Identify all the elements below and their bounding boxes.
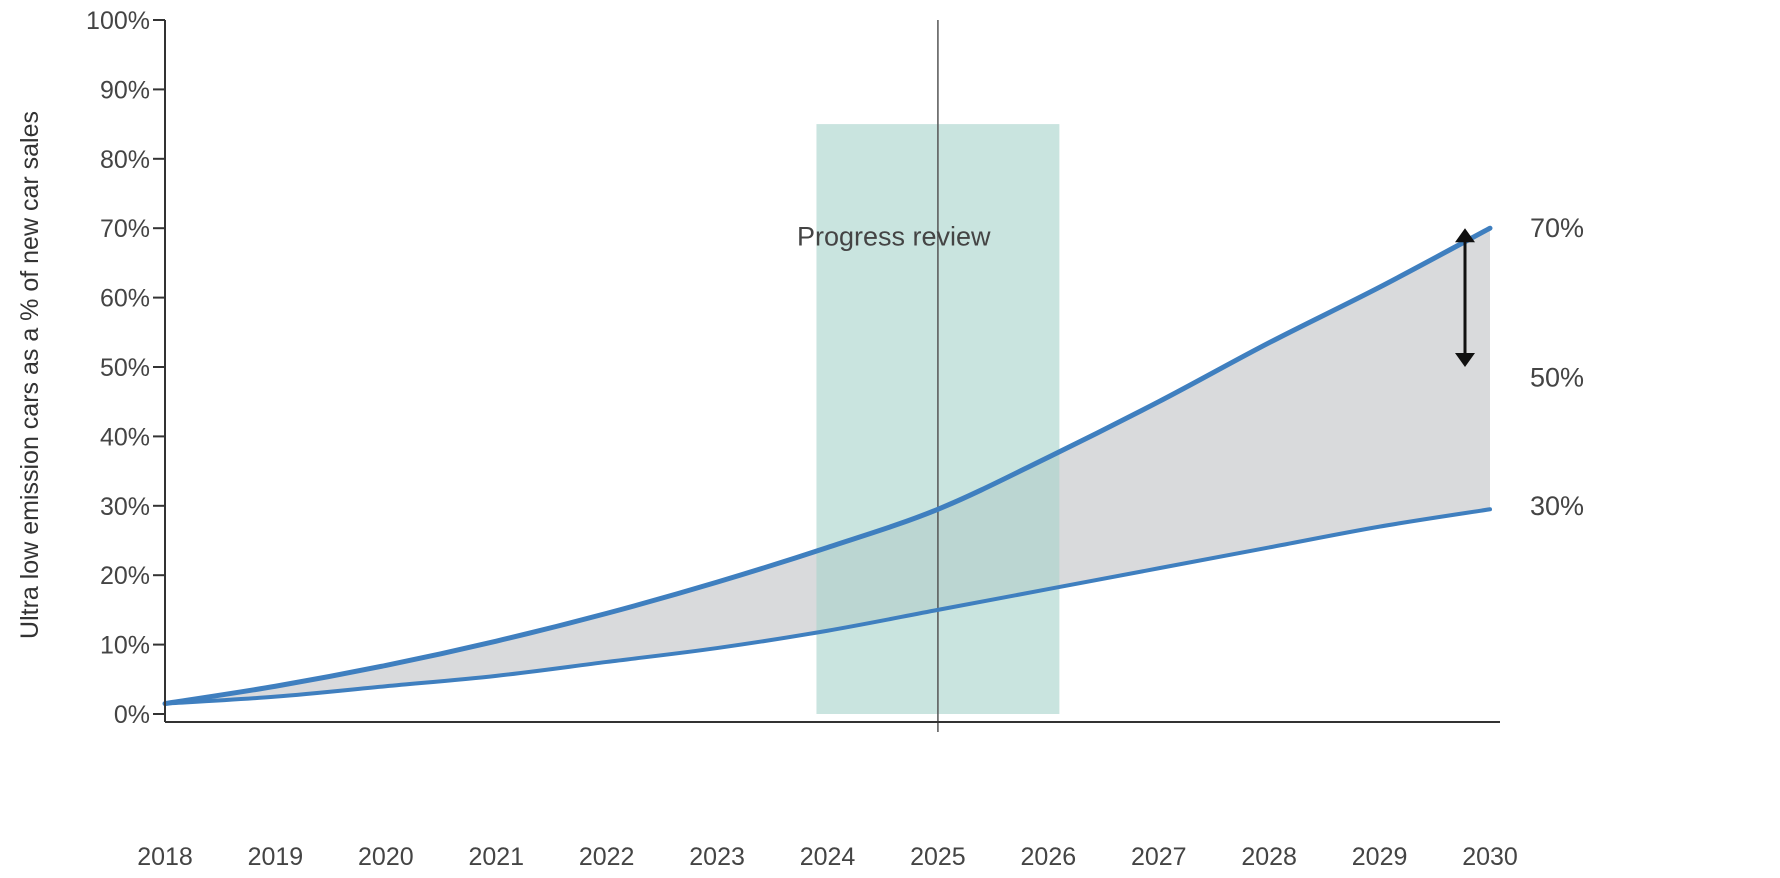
highlight-band-layer xyxy=(816,20,1060,732)
range-arrow-head-down xyxy=(1455,353,1475,367)
x-tick-label: 2026 xyxy=(1021,843,1077,871)
axes xyxy=(153,19,1500,723)
x-tick-label: 2024 xyxy=(800,843,856,871)
y-tick-label: 30% xyxy=(100,493,150,521)
y-tick-label: 100% xyxy=(86,7,150,35)
y-tick-label: 10% xyxy=(100,632,150,660)
x-tick-label: 2020 xyxy=(358,843,414,871)
x-tick-label: 2028 xyxy=(1241,843,1297,871)
x-tick-label: 2029 xyxy=(1352,843,1408,871)
x-tick-label: 2023 xyxy=(689,843,745,871)
y-tick-label: 40% xyxy=(100,423,150,451)
range-arrow-head-up xyxy=(1455,228,1475,243)
y-axis-title: Ultra low emission cars as a % of new ca… xyxy=(16,111,44,639)
y-tick-label: 50% xyxy=(100,354,150,382)
y-tick-label: 60% xyxy=(100,285,150,313)
x-tick-label: 2021 xyxy=(468,843,524,871)
labels: 0% 10% 20% 30% 40% 50% 60% 70% 80% 90% 100% 2018 201… xyxy=(86,7,1518,871)
x-tick-label: 2018 xyxy=(137,843,193,871)
series-line-upper xyxy=(162,225,1493,707)
x-tick-label: 2022 xyxy=(579,843,635,871)
x-tick-label: 2019 xyxy=(248,843,304,871)
y-tick-label: 80% xyxy=(100,146,150,174)
end-label-70: 70% xyxy=(1530,213,1584,243)
y-tick-label: 20% xyxy=(100,562,150,590)
x-tick-label: 2030 xyxy=(1462,843,1518,871)
y-tick-label: 70% xyxy=(100,215,150,243)
x-tick-label: 2027 xyxy=(1131,843,1187,871)
end-label-30: 30% xyxy=(1530,491,1584,521)
x-tick-label: 2025 xyxy=(910,843,966,871)
progress-review-label: Progress review xyxy=(797,222,991,252)
y-tick-label: 90% xyxy=(100,76,150,104)
y-tick-label: 0% xyxy=(114,701,150,729)
series-line-layer xyxy=(162,225,1493,707)
end-label-50: 50% xyxy=(1530,362,1584,392)
series-line-lower xyxy=(163,507,1492,706)
